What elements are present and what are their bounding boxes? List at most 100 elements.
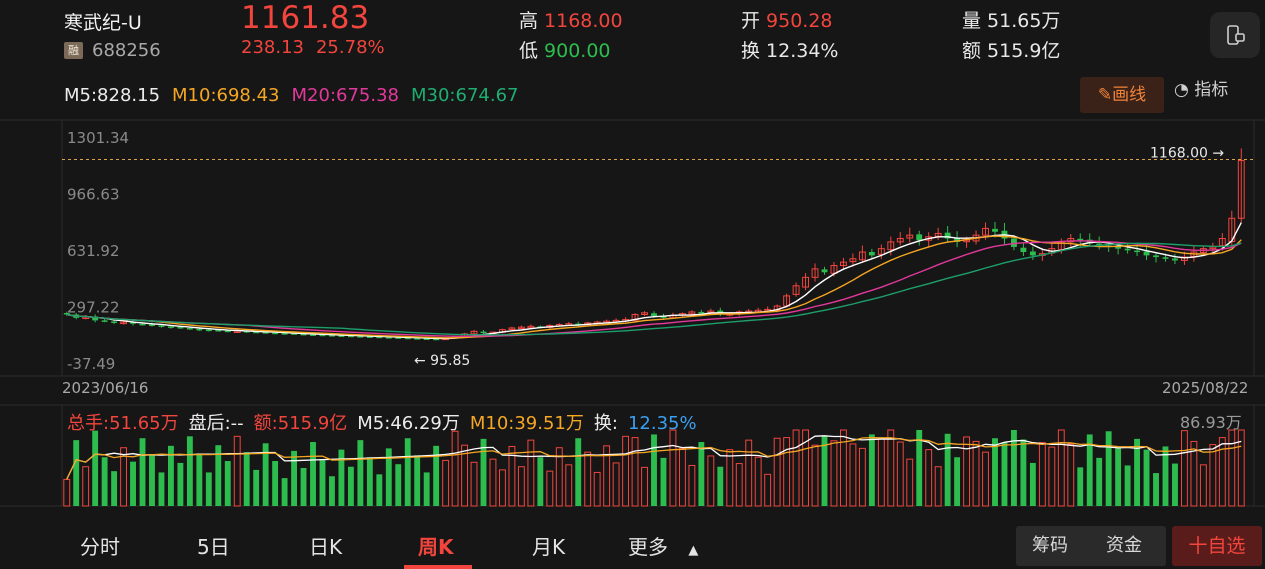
volume-bar-down (366, 457, 373, 506)
volume-bar-down (1029, 462, 1036, 506)
stat-low-value: 900.00 (544, 40, 611, 62)
volume-bar-up (555, 447, 563, 507)
volume-bar-down (433, 445, 440, 506)
volume-bar-down (92, 430, 99, 506)
candle-down (944, 232, 951, 239)
stat-open: 开 950.28 (741, 6, 833, 33)
candle-up (858, 251, 866, 261)
kline-chart[interactable]: 1301.34 966.63 631.92 297.22 -37.49 1168.00 … (0, 0, 1265, 520)
candle-down (92, 316, 99, 321)
volume-bar-up (508, 445, 516, 507)
stat-amount-value: 515.9亿 (987, 40, 1061, 62)
volume-bar-up (517, 466, 525, 507)
volume-turnover-value: 12.35% (627, 413, 697, 434)
gauge-icon: ◔ (1174, 80, 1189, 100)
volume-bar-down (1172, 463, 1178, 506)
tab-intraday[interactable]: 分时 (80, 535, 120, 559)
volume-bar-down (1105, 431, 1112, 506)
volume-bar-up (783, 437, 791, 507)
volume-bar-down (139, 438, 146, 506)
volume-bar-up (1218, 437, 1226, 507)
volume-bar-up (546, 470, 554, 507)
stat-volume-value: 51.65万 (987, 10, 1061, 32)
candle-down (1162, 257, 1169, 259)
candle-down (1029, 251, 1036, 256)
candle-down (101, 320, 108, 322)
volume-bar-down (347, 466, 354, 506)
volume-bar-down (916, 430, 923, 506)
candle-down (404, 337, 411, 340)
ma10-line (66, 235, 1242, 339)
volume-bar-down (944, 433, 951, 506)
volume-bar-up (1180, 430, 1188, 507)
phone-rotate-icon (1227, 25, 1245, 45)
stat-high: 高 1168.00 (519, 6, 623, 33)
volume-bar-up (707, 455, 715, 507)
candle-down (272, 332, 279, 335)
tab-more[interactable]: 更多 ▲ (628, 531, 698, 560)
volume-bar-up (726, 449, 734, 507)
candle-down (992, 228, 998, 232)
candle-down (651, 313, 657, 317)
volume-bar-down (1086, 434, 1093, 506)
draw-line-button[interactable]: ✎画线 (1080, 77, 1164, 113)
volume-bar-up (622, 435, 630, 507)
volume-bar-up (858, 447, 866, 507)
candle-up (517, 326, 525, 330)
candle-down (414, 338, 421, 340)
volume-bars (63, 429, 1245, 507)
low-price-label: ← 95.85 (414, 353, 470, 369)
tab-monthly-k[interactable]: 月K (532, 535, 566, 559)
volume-bar-up (896, 441, 904, 507)
candle-down (385, 337, 392, 339)
volume-bar-down (376, 474, 383, 506)
y-tick-label: 297.22 (67, 298, 120, 316)
add-watchlist-button[interactable]: 十自选 (1172, 526, 1262, 566)
volume-bar-down (698, 442, 705, 506)
stock-name: 寒武纪-U (64, 12, 142, 34)
bottom-bar: 分时 5日 日K 周K 月K 更多 ▲ 筹码 资金 十自选 (0, 520, 1265, 569)
tab-5day[interactable]: 5日 (197, 535, 230, 559)
chips-button[interactable]: 筹码 (1032, 535, 1068, 556)
candle-down (357, 336, 364, 338)
ma5-line (66, 222, 1242, 340)
candle-up (982, 227, 989, 236)
candle-up (811, 268, 819, 278)
volume-bar-up (764, 473, 772, 507)
margin-badge: 融 (64, 42, 83, 59)
volume-bar-up (603, 445, 611, 507)
candle-up (896, 238, 904, 243)
volume-bar-up (499, 469, 506, 507)
volume-bar-up (82, 466, 90, 507)
volume-bar-down (319, 459, 326, 506)
volume-bar-down (395, 464, 402, 506)
volume-bar-up (678, 447, 686, 507)
volume-bar-up (669, 429, 677, 507)
candle-up (849, 258, 857, 263)
candle-up (877, 248, 885, 255)
candle-up (1218, 238, 1226, 247)
candle-down (698, 311, 705, 314)
candle-down (433, 338, 440, 341)
candle-down (1077, 238, 1084, 241)
volume-bar-up (612, 462, 620, 507)
candle-down (186, 327, 193, 330)
volume-bar-up (963, 436, 971, 507)
tab-daily-k[interactable]: 日K (309, 535, 343, 559)
tab-weekly-k[interactable]: 周K (418, 535, 454, 559)
volume-bar-down (717, 466, 724, 506)
candle-down (253, 331, 260, 334)
y-tick-label: 966.63 (67, 186, 120, 204)
volume-bar-up (735, 463, 743, 507)
volume-bar-down (149, 455, 155, 506)
candle-up (887, 241, 895, 251)
candle-down (158, 325, 165, 327)
funds-button[interactable]: 资金 (1106, 535, 1142, 556)
volume-bar-down (73, 440, 80, 506)
stat-high-value: 1168.00 (544, 10, 623, 32)
volume-bar-down (291, 450, 298, 506)
volume-bar-down (1124, 465, 1131, 506)
landscape-toggle-button[interactable] (1210, 12, 1260, 58)
candle-down (329, 335, 335, 337)
indicator-button[interactable]: ◔ 指标 (1174, 78, 1228, 102)
